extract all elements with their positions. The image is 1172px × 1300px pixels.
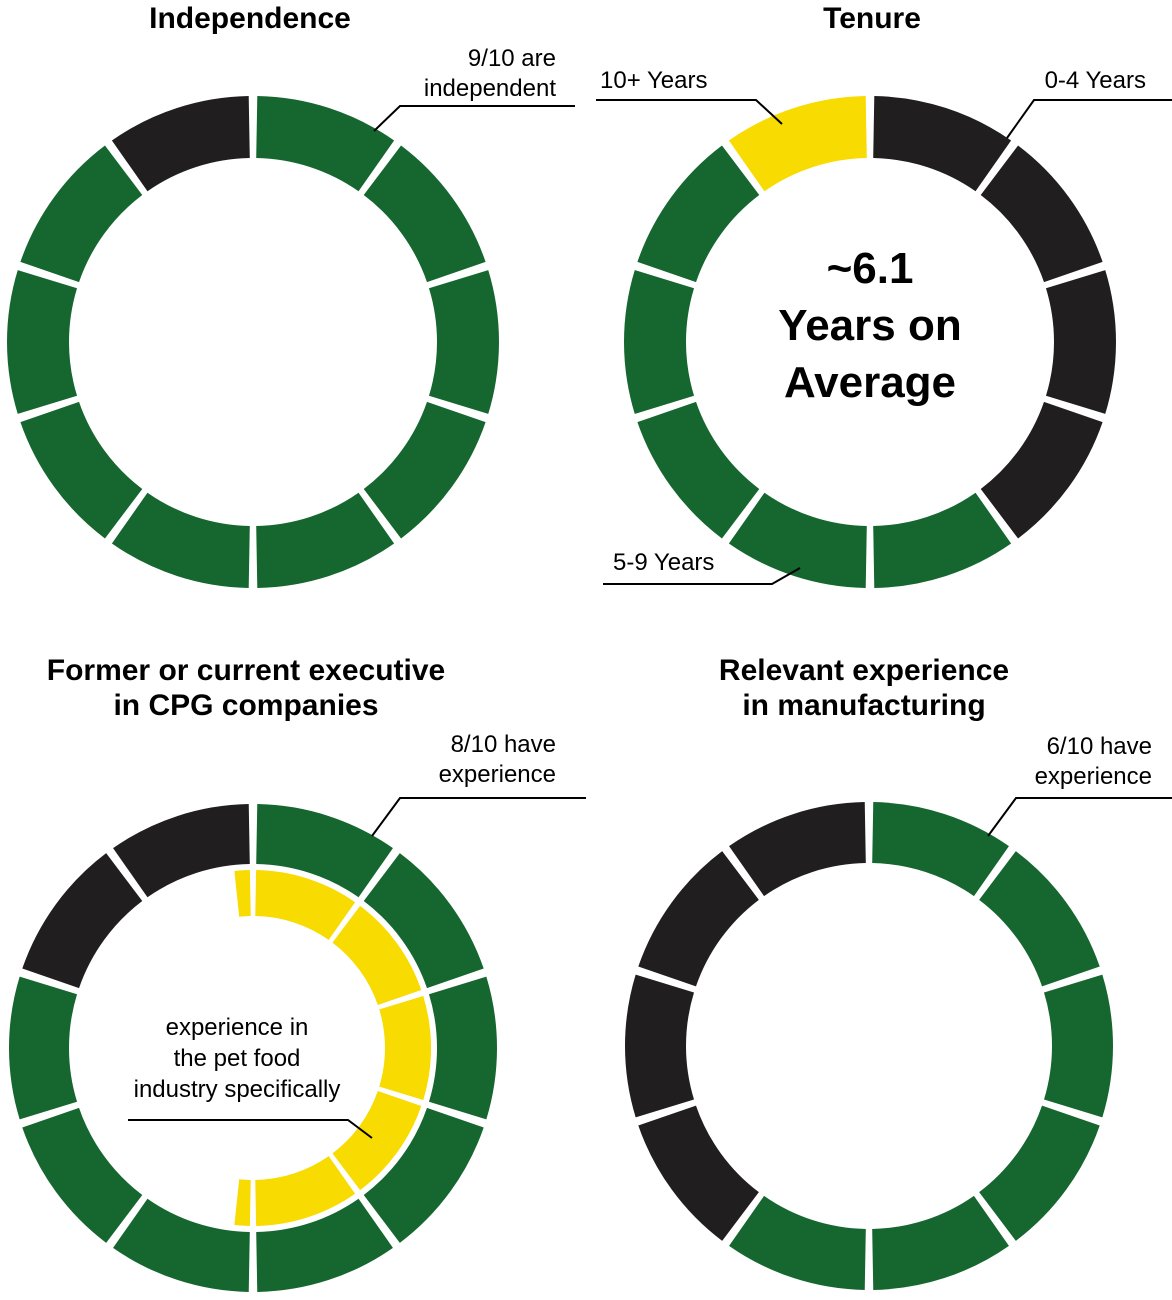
donut-segment — [638, 1105, 759, 1241]
donut-segment — [363, 853, 484, 989]
label-five-to-nine-years: 5-9 Years — [613, 549, 715, 576]
independence-donut-chart — [7, 96, 575, 588]
donut-segment — [20, 145, 143, 283]
donut-segment — [111, 96, 250, 192]
donut-segment — [729, 802, 866, 897]
donut-segment — [873, 492, 1012, 588]
leader-line — [603, 567, 801, 585]
donut-segment — [234, 870, 251, 917]
cpg-experience-donut-chart — [8, 797, 586, 1292]
leader-line — [128, 1119, 373, 1139]
donut-segment — [980, 145, 1103, 283]
donut-segment — [637, 401, 760, 539]
donut-segment — [428, 270, 499, 414]
donut-segment — [256, 96, 395, 192]
donut-segment — [979, 851, 1100, 987]
donut-segment — [728, 492, 867, 588]
donut-segment — [20, 401, 143, 539]
leader-line — [373, 105, 575, 132]
label-zero-to-four-years: 0-4 Years — [1044, 67, 1146, 94]
leader-line — [596, 99, 783, 125]
donut-segment — [363, 145, 486, 283]
chart-cell-tenure: Tenure 10+ Years 0-4 Years 5-9 Years ~6.… — [586, 0, 1172, 650]
donut-segment — [637, 145, 760, 283]
donut-segment — [872, 1195, 1009, 1290]
donut-segment — [980, 401, 1103, 539]
donut-segment — [22, 1107, 143, 1243]
donut-segment — [8, 976, 78, 1120]
leader-line — [371, 797, 586, 837]
donut-segment — [113, 804, 250, 898]
donut-segment — [22, 853, 143, 989]
callout-pet-food-industry-experience: experience in the pet food industry spec… — [133, 1014, 341, 1104]
callout-eight-of-ten-experience: 8/10 have experience — [438, 731, 556, 789]
donut-segment — [428, 976, 498, 1120]
donut-segment — [234, 1179, 251, 1226]
callout-nine-of-ten-independent: 9/10 are independent — [423, 45, 556, 103]
donut-segment — [332, 905, 422, 1006]
donut-segment — [255, 1156, 356, 1226]
donut-segment — [255, 870, 356, 940]
donut-segment — [1045, 270, 1116, 414]
donut-segment — [873, 96, 1012, 192]
donut-segment — [638, 851, 759, 987]
chart-cell-independence: Independence 9/10 are independent — [0, 0, 586, 650]
donut-segment — [379, 995, 431, 1101]
chart-cell-manufacturing-experience: Relevant experience in manufacturing 6/1… — [586, 650, 1172, 1300]
donut-segment — [7, 270, 78, 414]
leader-line — [1006, 99, 1172, 139]
callout-six-of-ten-experience: 6/10 have experience — [1034, 733, 1152, 791]
donut-segment — [624, 270, 695, 414]
donut-segment — [363, 401, 486, 539]
label-ten-plus-years: 10+ Years — [600, 67, 708, 94]
chart-title-tenure: Tenure — [823, 2, 921, 35]
donut-segment — [332, 1090, 422, 1191]
donut-segment — [111, 492, 250, 588]
leader-line — [987, 797, 1172, 837]
donut-segment — [728, 96, 867, 192]
donut-segment — [624, 974, 694, 1118]
tenure-donut-chart — [596, 96, 1172, 588]
chart-title-cpg-experience: Former or current executive in CPG compa… — [46, 654, 446, 722]
chart-cell-cpg-experience: Former or current executive in CPG compa… — [0, 650, 586, 1300]
donut-segment — [256, 492, 395, 588]
donut-segment — [872, 802, 1009, 897]
donut-segment — [256, 1198, 393, 1292]
donut-segment — [256, 804, 393, 898]
chart-title-manufacturing-experience: Relevant experience in manufacturing — [718, 654, 1010, 722]
donut-segment — [729, 1195, 866, 1290]
donut-segment — [113, 1198, 250, 1292]
donut-segment — [979, 1105, 1100, 1241]
donut-segment — [363, 1107, 484, 1243]
tenure-average-center-text: ~6.1 Years on Average — [778, 244, 962, 408]
chart-title-independence: Independence — [149, 2, 351, 35]
donut-segment — [1044, 974, 1114, 1118]
manufacturing-donut-chart — [624, 797, 1172, 1290]
